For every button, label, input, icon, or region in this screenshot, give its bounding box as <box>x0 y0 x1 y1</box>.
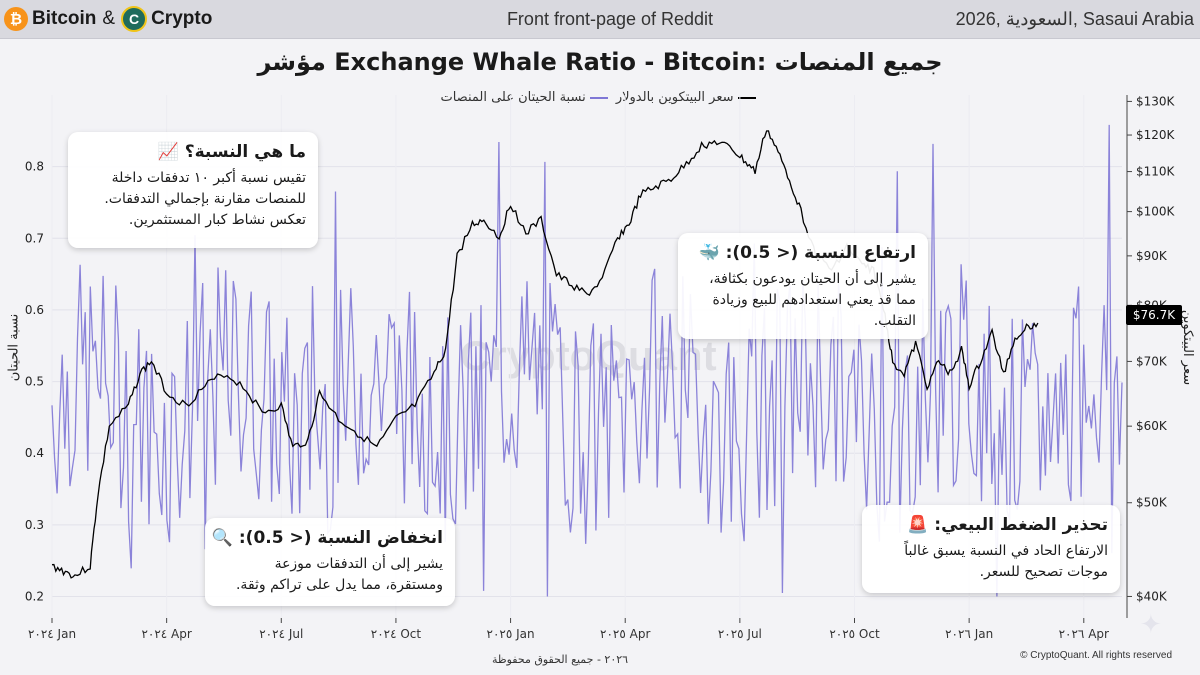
right-tick-label: $40K <box>1136 589 1168 603</box>
left-tick-label: 0.8 <box>25 160 44 174</box>
x-tick-label: ٢٠٢٥ Apr <box>600 627 650 641</box>
brand: ₿ Bitcoin & C Crypto <box>4 5 212 33</box>
card-high-ratio: ارتفاع النسبة (< 0.5): 🐳 يشير إلى أن الح… <box>678 233 928 339</box>
watermark: CryptoQuant <box>460 332 717 379</box>
footer-copyright-en: © CryptoQuant. All rights reserved <box>1020 650 1172 661</box>
right-tick-label: $100K <box>1136 205 1176 219</box>
bitcoin-logo-icon: ₿ <box>4 7 28 31</box>
crypto-logo-icon: C <box>121 6 148 32</box>
whale-icon: 🐳 <box>698 243 720 263</box>
chart-up-icon: 📈 <box>157 142 179 162</box>
card-what-body: تقيس نسبة أكبر ١٠ تدفقات داخلة للمنصات م… <box>104 170 306 228</box>
right-tick-label: $90K <box>1136 249 1168 263</box>
left-tick-label: 0.4 <box>25 446 44 460</box>
brand-right-text: Crypto <box>151 8 213 29</box>
right-tick-label: $130K <box>1136 94 1176 108</box>
card-warn-title: تحذير الضغط البيعي: <box>934 515 1108 535</box>
card-low-ratio: انخفاض النسبة (< 0.5): 🔍 يشير إلى أن الت… <box>205 518 455 606</box>
right-tick-label: $60K <box>1136 419 1168 433</box>
legend-ratio-swatch <box>589 96 608 99</box>
right-tick-label: $50K <box>1136 496 1168 510</box>
card-high-title: ارتفاع النسبة (< 0.5): <box>725 243 916 263</box>
brand-amp: & <box>102 8 116 29</box>
header-location: 2026, السعودية, Sasaui Arabia <box>955 9 1194 29</box>
price-series-line <box>51 130 1039 579</box>
x-tick-label: ٢٠٢٤ Oct <box>371 627 422 641</box>
right-tick-label: $70K <box>1136 354 1168 368</box>
card-what-title: ما هي النسبة؟ <box>184 142 306 162</box>
left-tick-label: 0.2 <box>25 590 44 604</box>
x-tick-label: ٢٠٢٤ Jan <box>28 627 76 641</box>
legend-price-swatch <box>737 96 756 99</box>
chart-legend: سعر البيتكوين بالدولار نسبة الحيتان على … <box>0 90 1200 105</box>
card-low-title: انخفاض النسبة (< 0.5): <box>238 528 443 548</box>
legend-price-label: سعر البيتكوين بالدولار <box>615 90 734 105</box>
chart-title: مؤشر Exchange Whale Ratio - Bitcoin: جمي… <box>257 48 943 76</box>
footer-copyright-ar: ٢٠٢٦ - جميع الحقوق محفوظة <box>491 653 629 666</box>
x-tick-label: ٢٠٢٥ Jul <box>718 627 762 641</box>
x-tick-label: ٢٠٢٦ Apr <box>1059 627 1109 641</box>
card-sell-warning: تحذير الضغط البيعي: 🚨 الارتفاع الحاد في … <box>862 505 1120 593</box>
header-subtitle: Front front-page of Reddit <box>506 9 714 29</box>
ratio-series-line <box>51 124 1123 597</box>
left-tick-label: 0.3 <box>25 518 44 532</box>
current-price-tag: $76.7K <box>1126 305 1182 325</box>
card-warn-body: الارتفاع الحاد في النسبة يسبق غالباً موج… <box>904 543 1108 580</box>
x-tick-label: ٢٠٢٤ Jul <box>259 627 303 641</box>
x-tick-label: ٢٠٢٥ Oct <box>829 627 880 641</box>
brand-left-text: Bitcoin <box>32 8 97 29</box>
card-high-body: يشير إلى أن الحيتان يودعون بكثافة، مما ق… <box>709 271 916 329</box>
sparkle-icon: ✦ <box>1140 610 1162 640</box>
x-tick-label: ٢٠٢٥ Jan <box>487 627 535 641</box>
right-tick-label: $110K <box>1136 165 1176 179</box>
right-axis-label: سعر البيتكوين <box>1180 309 1196 386</box>
left-tick-label: 0.7 <box>25 231 44 245</box>
top-bar: ₿ Bitcoin & C Crypto Front front-page of… <box>0 0 1200 39</box>
siren-icon: 🚨 <box>907 515 929 535</box>
x-tick-label: ٢٠٢٤ Apr <box>141 627 191 641</box>
right-tick-label: $120K <box>1136 128 1176 142</box>
legend-ratio-label: نسبة الحيتان على المنصات <box>440 90 586 105</box>
left-tick-label: 0.5 <box>25 375 44 389</box>
left-tick-label: 0.6 <box>25 303 44 317</box>
magnifier-icon: 🔍 <box>211 528 233 548</box>
card-what-is-ratio: ما هي النسبة؟ 📈 تقيس نسبة أكبر ١٠ تدفقات… <box>68 132 318 248</box>
left-axis-label: نسبة الحيتان <box>6 313 22 382</box>
card-low-body: يشير إلى أن التدفقات موزعة ومستقرة، مما … <box>235 556 443 593</box>
x-tick-label: ٢٠٢٦ Jan <box>945 627 993 641</box>
